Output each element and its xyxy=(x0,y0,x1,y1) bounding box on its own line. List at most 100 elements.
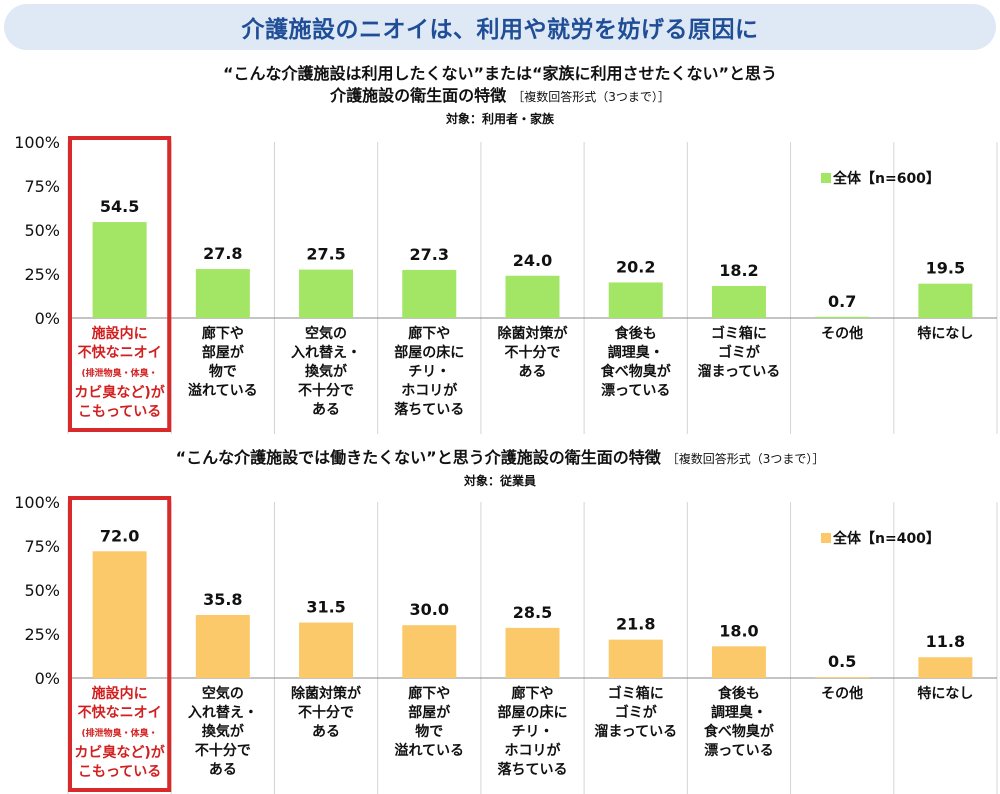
chart1-category-label: (排泄物臭・体臭・ xyxy=(82,367,158,379)
chart2-category-label: 落ちている xyxy=(498,761,568,778)
chart1-category-label: 不十分で xyxy=(298,382,354,399)
chart1-bar xyxy=(505,275,560,318)
chart2-category-label: 不快なニオイ xyxy=(78,704,162,721)
chart2-category-label: 溜まっている xyxy=(594,723,677,740)
chart1-category-label: 廊下や xyxy=(408,325,450,342)
chart2-legend-label: 全体【n=400】 xyxy=(832,530,940,547)
chart2-category-label: カビ臭など)が xyxy=(74,744,165,761)
chart2-category-label: 部屋の床に xyxy=(498,704,568,721)
chart2-category-label: ある xyxy=(312,724,340,740)
chart1-note: ［複数回答形式（3つまで）］ xyxy=(512,90,670,104)
chart2-value-label: 35.8 xyxy=(203,590,242,609)
chart2-note: ［複数回答形式（3つまで）］ xyxy=(666,452,825,466)
chart2-value-label: 28.5 xyxy=(513,603,552,622)
chart1-category-label: 調理臭・ xyxy=(608,344,664,361)
chart2-value-label: 18.0 xyxy=(719,621,758,640)
chart2-value-label: 31.5 xyxy=(306,598,345,617)
chart1-category-label: 除菌対策が xyxy=(498,325,569,342)
chart2-legend-swatch xyxy=(821,533,831,543)
chart2-category-label: ホコリが xyxy=(505,742,562,759)
chart1-category-label: こもっている xyxy=(78,404,161,420)
chart1-value-label: 20.2 xyxy=(616,257,655,276)
chart1-value-label: 0.7 xyxy=(828,292,856,311)
chart2-category-label: 溢れている xyxy=(394,742,464,759)
chart1-value-label: 19.5 xyxy=(926,259,965,278)
chart2-y-tick-label: 0% xyxy=(35,669,60,688)
chart1-bar xyxy=(299,269,354,318)
chart2-value-label: 72.0 xyxy=(100,526,139,545)
chart2-bar xyxy=(299,622,354,678)
chart1-category-label: 食べ物臭が xyxy=(601,363,672,380)
chart1-category-label: 特になし xyxy=(917,325,973,342)
chart1-category-label: 不快なニオイ xyxy=(78,344,162,361)
chart2-highlight-frame xyxy=(68,496,172,792)
chart1-highlight-frame xyxy=(68,136,172,432)
chart2-category-label: こもっている xyxy=(78,764,161,780)
chart1-bar xyxy=(711,285,766,318)
chart1-bar xyxy=(402,269,457,318)
chart2-target: 対象：従業員 xyxy=(463,474,536,488)
chart1-category-label: 廊下や xyxy=(202,325,244,342)
chart1-y-tick-label: 100% xyxy=(14,133,60,152)
chart2-y-tick-label: 75% xyxy=(24,537,60,556)
chart2-category-label: 調理臭・ xyxy=(711,704,767,721)
header-banner: 介護施設のニオイは、利用や就労を妨げる原因に xyxy=(4,4,996,50)
chart1-value-label: 27.3 xyxy=(410,245,449,264)
chart1-y-tick-label: 0% xyxy=(35,309,60,328)
chart1-category-label: 部屋の床に xyxy=(394,344,464,361)
chart1-category-label: チリ・ xyxy=(408,364,450,380)
chart1-legend-swatch xyxy=(821,173,831,183)
chart2-category-label: 廊下や xyxy=(512,685,554,702)
chart2-bar xyxy=(505,627,560,678)
chart1-category-label: ホコリが xyxy=(401,382,458,399)
chart1-category-label: 入れ替え・ xyxy=(291,344,361,361)
chart2-y-tick-label: 50% xyxy=(24,581,60,600)
chart2-title-line1: “こんな介護施設では働きたくない”と思う介護施設の衛生面の特徴 xyxy=(175,448,661,467)
chart1-category-label: 溢れている xyxy=(188,382,258,399)
chart1-legend-label: 全体【n=600】 xyxy=(832,170,940,187)
chart1-title-line2-row: 介護施設の衛生面の特徴 ［複数回答形式（3つまで）］ xyxy=(0,86,1000,107)
chart1-category-label: ゴミが xyxy=(718,344,761,361)
chart2-category-label: 換気が xyxy=(202,723,245,740)
chart2-value-label: 11.8 xyxy=(926,632,965,651)
chart1-category-label: 食後も xyxy=(615,325,657,342)
chart2-bar xyxy=(195,614,250,678)
chart1-target: 対象：利用者・家族 xyxy=(445,112,554,126)
chart2-category-label: その他 xyxy=(821,685,863,702)
banner-title: 介護施設のニオイは、利用や就労を妨げる原因に xyxy=(241,17,759,43)
chart2-category-label: (排泄物臭・体臭・ xyxy=(82,727,158,739)
chart2-category-label: 施設内に xyxy=(92,685,148,702)
chart1-bar xyxy=(815,316,870,318)
chart1-title-line1: “こんな介護施設は利用したくない”または“家族に利用させたくない”と思う xyxy=(222,64,778,83)
chart2-category-label: 入れ替え・ xyxy=(188,704,258,721)
chart1-bar xyxy=(918,283,973,318)
chart1-category-label: 換気が xyxy=(305,363,348,380)
chart2-category-label: 空気の xyxy=(202,685,244,702)
chart2-bar xyxy=(711,646,766,678)
chart1-category-label: ゴミ箱に xyxy=(711,325,767,342)
chart2-value-label: 30.0 xyxy=(410,600,449,619)
chart2-bar xyxy=(92,551,147,678)
chart2-y-tick-label: 25% xyxy=(24,625,60,644)
chart1-y-tick-label: 50% xyxy=(24,221,60,240)
chart2-category-label: 物で xyxy=(415,723,443,740)
chart2-category-label: チリ・ xyxy=(512,724,554,740)
chart1-bar xyxy=(92,222,147,318)
chart1-y-tick-label: 75% xyxy=(24,177,60,196)
chart2-bar xyxy=(918,657,973,678)
chart2-category-label: ある xyxy=(209,762,237,778)
chart1-category-label: 不十分で xyxy=(505,344,561,361)
chart1-y-tick-label: 25% xyxy=(24,265,60,284)
chart1-value-label: 27.8 xyxy=(203,244,242,263)
chart1-bar xyxy=(195,269,250,318)
chart1-bar xyxy=(608,282,663,318)
chart2-value-label: 0.5 xyxy=(828,652,856,671)
chart2-category-label: 除菌対策が xyxy=(291,685,362,702)
chart1-category-label: 空気の xyxy=(305,325,347,342)
chart1-category-label: 物で xyxy=(209,363,237,380)
chart2-category-label: 部屋が xyxy=(408,704,451,721)
chart1-category-label: 落ちている xyxy=(394,401,464,418)
chart1-value-label: 18.2 xyxy=(719,261,758,280)
chart1-value-label: 24.0 xyxy=(513,251,552,270)
